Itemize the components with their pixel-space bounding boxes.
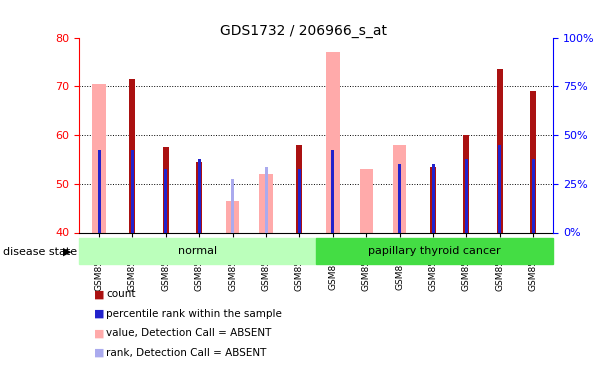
Text: percentile rank within the sample: percentile rank within the sample bbox=[106, 309, 282, 319]
Text: normal: normal bbox=[178, 246, 217, 256]
Bar bbox=[331, 150, 334, 232]
Bar bbox=[465, 159, 468, 232]
Text: value, Detection Call = ABSENT: value, Detection Call = ABSENT bbox=[106, 328, 272, 338]
Bar bbox=[430, 166, 436, 232]
Bar bbox=[226, 201, 240, 232]
Bar bbox=[79, 238, 316, 264]
Bar bbox=[198, 159, 201, 232]
Bar bbox=[393, 145, 406, 232]
Text: ■: ■ bbox=[94, 348, 105, 358]
Bar bbox=[530, 91, 536, 232]
Text: papillary thyroid cancer: papillary thyroid cancer bbox=[368, 246, 501, 256]
Bar bbox=[92, 84, 106, 232]
Text: disease state: disease state bbox=[3, 247, 77, 257]
Bar bbox=[316, 238, 553, 264]
Bar bbox=[298, 169, 301, 232]
Bar bbox=[398, 164, 401, 232]
Text: count: count bbox=[106, 290, 136, 299]
Bar bbox=[196, 162, 202, 232]
Bar bbox=[131, 150, 134, 232]
Bar bbox=[497, 69, 503, 232]
Bar bbox=[231, 179, 234, 232]
Bar bbox=[98, 150, 100, 232]
Bar bbox=[499, 145, 502, 232]
Bar bbox=[164, 169, 167, 232]
Bar bbox=[163, 147, 169, 232]
Bar bbox=[532, 159, 534, 232]
Text: ▶: ▶ bbox=[63, 247, 72, 257]
Bar bbox=[264, 166, 268, 232]
Bar bbox=[432, 164, 435, 232]
Text: ■: ■ bbox=[94, 290, 105, 299]
Text: rank, Detection Call = ABSENT: rank, Detection Call = ABSENT bbox=[106, 348, 267, 358]
Text: ■: ■ bbox=[94, 309, 105, 319]
Bar bbox=[359, 169, 373, 232]
Bar bbox=[326, 52, 339, 232]
Bar bbox=[130, 79, 136, 232]
Text: GDS1732 / 206966_s_at: GDS1732 / 206966_s_at bbox=[221, 24, 387, 38]
Bar bbox=[297, 145, 302, 232]
Bar bbox=[463, 135, 469, 232]
Text: ■: ■ bbox=[94, 328, 105, 338]
Bar bbox=[260, 174, 273, 232]
